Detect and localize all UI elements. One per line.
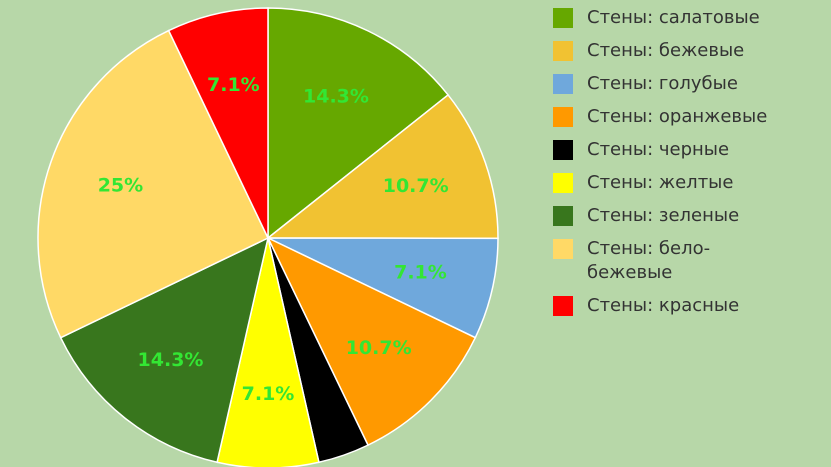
slice-label: 14.3%: [138, 349, 204, 371]
pie-slice: [216, 237, 320, 467]
legend-label: Стены: бежевые: [587, 40, 745, 61]
legend-swatch: [553, 74, 573, 94]
legend-item: Стены: оранжевые: [553, 105, 823, 129]
pie-slice: [37, 29, 269, 339]
slice-label: 7.1%: [394, 261, 447, 283]
legend-swatch: [553, 173, 573, 193]
legend-item: Стены: желтые: [553, 171, 823, 195]
legend-label: Стены: желтые: [587, 172, 734, 193]
pie-slice: [167, 7, 269, 239]
legend-label: Стены: голубые: [587, 73, 738, 94]
legend-swatch: [553, 140, 573, 160]
legend-item: Стены: черные: [553, 138, 823, 162]
slice-label: 7.1%: [242, 383, 295, 405]
legend-swatch: [553, 296, 573, 316]
pie-slice: [267, 237, 499, 339]
pie-slice: [59, 236, 270, 464]
legend-item: Стены: бежевые: [553, 39, 823, 63]
legend-item: Стены: красные: [553, 294, 823, 318]
legend-swatch: [553, 239, 573, 259]
slice-label: 10.7%: [346, 337, 412, 359]
legend-label: Стены: красные: [587, 295, 740, 316]
legend-label: Стены: зеленые: [587, 205, 740, 226]
legend-item: Стены: зеленые: [553, 204, 823, 228]
legend-label: Стены: салатовые: [587, 7, 760, 28]
legend-item: Стены: голубые: [553, 72, 823, 96]
legend-swatch: [553, 206, 573, 226]
legend-swatch: [553, 41, 573, 61]
legend-swatch: [553, 107, 573, 127]
slice-label: 7.1%: [207, 74, 260, 96]
slice-label: 10.7%: [383, 175, 449, 197]
legend-item: Стены: бело-бежевые: [553, 237, 823, 285]
legend-label: Стены: черные: [587, 139, 730, 160]
slice-label: 25%: [98, 175, 143, 197]
legend-label: Стены: оранжевые: [587, 106, 768, 127]
pie: 14.3% 10.7% 7.1% 10.7% 7.1% 14.3% 25% 7.1%: [37, 7, 499, 467]
legend-item: Стены: салатовые: [553, 6, 823, 30]
pie-slice: [266, 236, 477, 447]
legend-label: Стены: бело-бежевые: [587, 238, 711, 283]
slice-label: 14.3%: [303, 86, 369, 108]
legend-swatch: [553, 8, 573, 28]
legend: Стены: салатовые Стены: бежевые Стены: гол…: [553, 6, 823, 327]
pie-slice: [267, 7, 450, 240]
pie-slice: [265, 93, 499, 240]
